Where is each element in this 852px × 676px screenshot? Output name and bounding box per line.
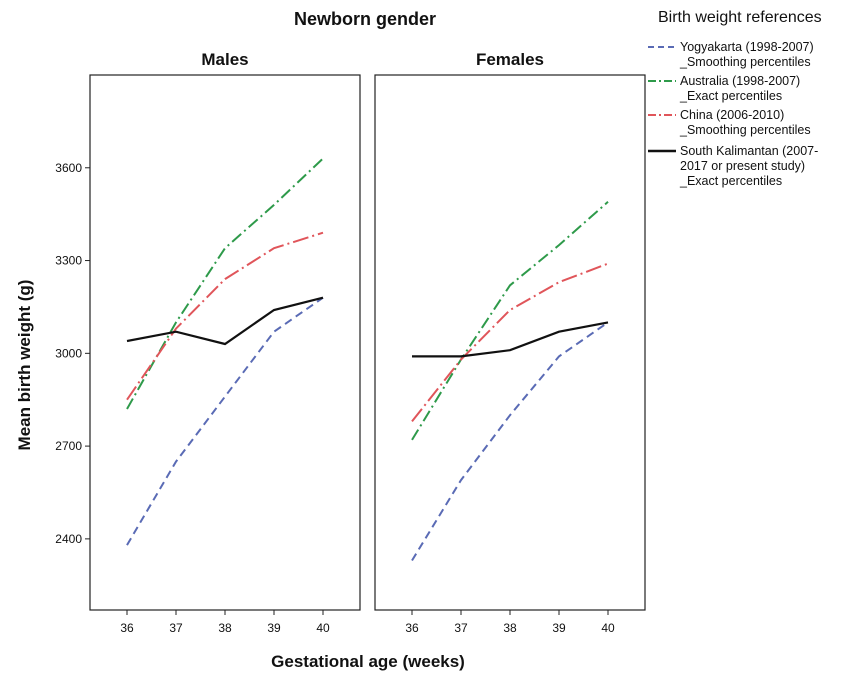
panel-title: Females [476, 50, 544, 69]
series-line-3 [411, 262, 609, 423]
x-axis-title: Gestational age (weeks) [271, 652, 465, 671]
x-tick-label: 39 [552, 621, 566, 635]
y-tick-label: 3000 [55, 346, 82, 360]
legend: Birth weight references Yogyakarta (1998-… [648, 9, 822, 188]
x-tick-label: 38 [503, 621, 517, 635]
legend-label: _Smoothing percentiles [679, 123, 811, 137]
series-line-2 [411, 201, 609, 441]
x-tick-label: 40 [601, 621, 615, 635]
panel-frame [89, 74, 361, 611]
chart-title: Newborn gender [294, 9, 436, 29]
series-line-2 [126, 157, 324, 410]
x-tick-label: 39 [267, 621, 281, 635]
legend-label: Australia (1998-2007) [680, 74, 800, 88]
x-tick-label: 37 [454, 621, 468, 635]
x-tick-label: 37 [169, 621, 183, 635]
y-tick-label: 2400 [55, 532, 82, 546]
y-tick-label: 3600 [55, 161, 82, 175]
legend-entry: South Kalimantan (2007-2017 or present s… [648, 144, 818, 188]
legend-title: Birth weight references [658, 9, 822, 26]
x-tick-label: 36 [120, 621, 134, 635]
legend-label: 2017 or present study) [680, 159, 805, 173]
x-tick-label: 40 [316, 621, 330, 635]
panel-females: Females 36 37 38 39 40 [374, 50, 646, 635]
series-line-1 [411, 321, 609, 562]
legend-label: _Exact percentiles [679, 174, 782, 188]
series-line-1 [126, 296, 324, 546]
panel-title: Males [201, 50, 248, 69]
legend-entry: Yogyakarta (1998-2007)_Smoothing percent… [648, 40, 814, 69]
legend-label: _Smoothing percentiles [679, 55, 811, 69]
series-line-4 [126, 296, 324, 346]
legend-label: _Exact percentiles [679, 89, 782, 103]
series-line-4 [412, 321, 609, 358]
y-tick-label: 2700 [55, 439, 82, 453]
x-tick-label: 36 [405, 621, 419, 635]
panel-frame [374, 74, 646, 611]
y-tick-label: 3300 [55, 254, 82, 268]
legend-label: South Kalimantan (2007- [680, 144, 818, 158]
panel-males: Males 36 37 38 39 40 2400 2700 3000 3300 3600 [55, 50, 361, 635]
legend-entry: China (2006-2010)_Smoothing percentiles [648, 108, 811, 137]
legend-entry: Australia (1998-2007)_Exact percentiles [648, 74, 800, 103]
legend-label: China (2006-2010) [680, 108, 784, 122]
panels: Males 36 37 38 39 40 2400 2700 3000 3300 3600 Femal… [55, 50, 646, 635]
y-axis-title: Mean birth weight (g) [15, 280, 34, 451]
legend-label: Yogyakarta (1998-2007) [680, 40, 814, 54]
series-line-3 [126, 231, 324, 401]
x-tick-label: 38 [218, 621, 232, 635]
